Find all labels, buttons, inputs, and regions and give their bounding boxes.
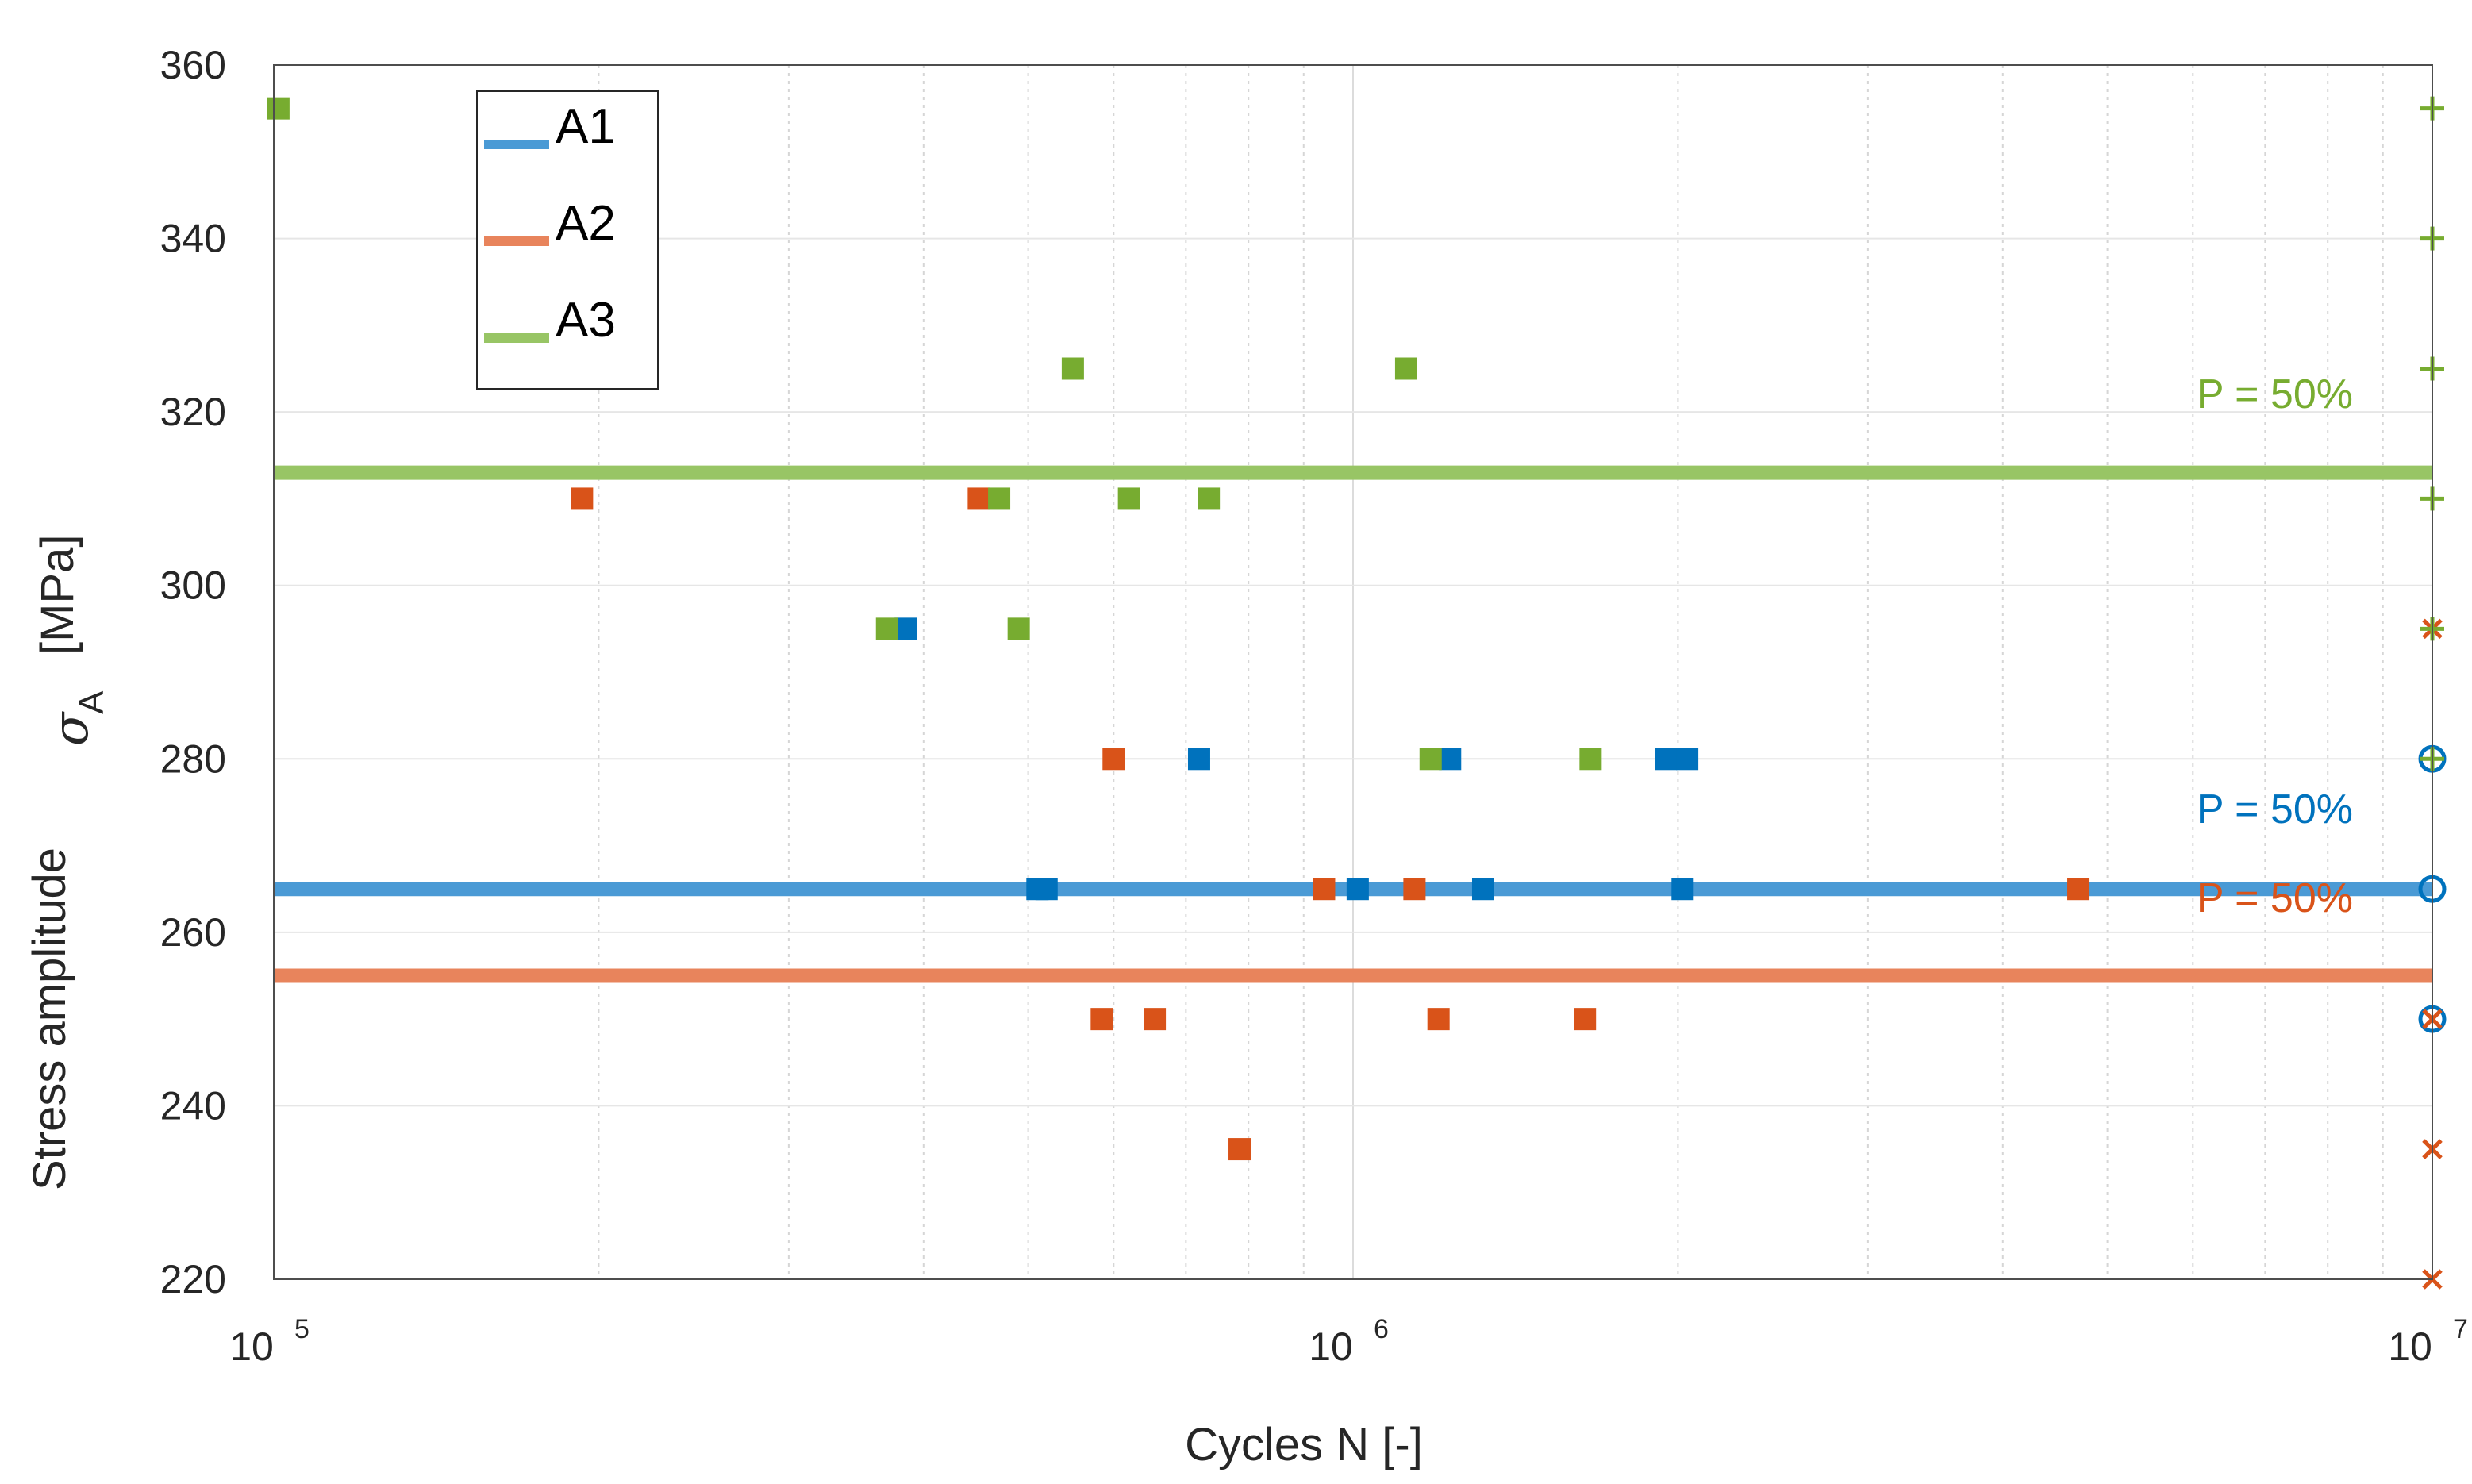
y-tick-label: 340 xyxy=(160,217,226,261)
y-tick-label: 260 xyxy=(160,910,226,955)
failure-point-a3 xyxy=(1061,357,1084,380)
x-tick-exponent: 7 xyxy=(2453,1314,2468,1344)
failure-point-a1 xyxy=(894,617,917,640)
failure-point-a2 xyxy=(1427,1008,1450,1031)
failure-point-a3 xyxy=(1117,487,1140,510)
failure-point-a1 xyxy=(1035,878,1058,901)
failure-point-a2 xyxy=(2067,878,2090,901)
failure-point-a1 xyxy=(1471,878,1494,901)
failure-point-a1 xyxy=(1187,748,1210,771)
x-tick-base: 10 xyxy=(229,1324,274,1369)
failure-point-a1 xyxy=(1439,748,1462,771)
y-tick-label: 320 xyxy=(160,390,226,434)
failure-point-a1 xyxy=(1346,878,1369,901)
y-tick-label: 360 xyxy=(160,43,226,87)
y-axis-symbol: σ xyxy=(41,711,99,746)
failure-point-a3 xyxy=(267,97,290,120)
p50-label-a3: P = 50% xyxy=(2197,371,2353,417)
p50-label-a1: P = 50% xyxy=(2197,786,2353,832)
y-tick-label: 280 xyxy=(160,736,226,781)
y-axis-label-group: Stress amplitude σ A [MPa] xyxy=(24,535,111,1191)
y-axis-label: Stress amplitude xyxy=(24,848,75,1190)
failure-point-a3 xyxy=(1419,748,1442,771)
x-tick-base: 10 xyxy=(1309,1324,1353,1369)
failure-point-a3 xyxy=(1394,357,1417,380)
x-tick-labels: 10 5 10 6 10 7 xyxy=(229,1314,2468,1369)
failure-point-a2 xyxy=(1403,878,1426,901)
x-tick-exponent: 5 xyxy=(294,1314,309,1344)
failure-point-a2 xyxy=(1102,748,1125,771)
legend-label-a2: A2 xyxy=(556,196,616,251)
failure-point-a2 xyxy=(1090,1008,1113,1031)
p50-label-a2: P = 50% xyxy=(2197,875,2353,921)
y-tick-label: 240 xyxy=(160,1083,226,1128)
failure-point-a1 xyxy=(1676,748,1699,771)
legend-label-a3: A3 xyxy=(556,293,616,348)
failure-point-a2 xyxy=(1574,1008,1597,1031)
failure-point-a3 xyxy=(988,487,1011,510)
failure-point-a2 xyxy=(1228,1138,1251,1161)
failure-point-a1 xyxy=(1671,878,1694,901)
failure-point-a3 xyxy=(1007,617,1030,640)
plot-frame xyxy=(273,64,2433,1280)
failure-point-a2 xyxy=(1144,1008,1167,1031)
failure-point-a3 xyxy=(875,617,898,640)
x-tick-base: 10 xyxy=(2388,1324,2432,1369)
failure-point-a3 xyxy=(1198,487,1221,510)
legend: A1 A2 A3 xyxy=(476,90,659,390)
legend-label-a1: A1 xyxy=(556,99,616,154)
y-tick-label: 220 xyxy=(160,1257,226,1301)
failure-point-a2 xyxy=(967,487,990,510)
y-tick-labels: 220 240 260 280 300 320 340 360 xyxy=(160,43,226,1301)
failure-point-a3 xyxy=(1579,748,1602,771)
y-axis-unit: [MPa] xyxy=(32,535,83,655)
y-tick-label: 300 xyxy=(160,563,226,608)
failure-point-a1 xyxy=(1655,748,1678,771)
failure-point-a2 xyxy=(571,487,594,510)
x-axis-label: Cycles N [-] xyxy=(1185,1419,1423,1471)
y-axis-subscript: A xyxy=(72,690,111,714)
p50-annotations: P = 50% P = 50% P = 50% xyxy=(2197,371,2353,921)
x-tick-exponent: 6 xyxy=(1374,1314,1389,1344)
failure-point-a2 xyxy=(1313,878,1336,901)
